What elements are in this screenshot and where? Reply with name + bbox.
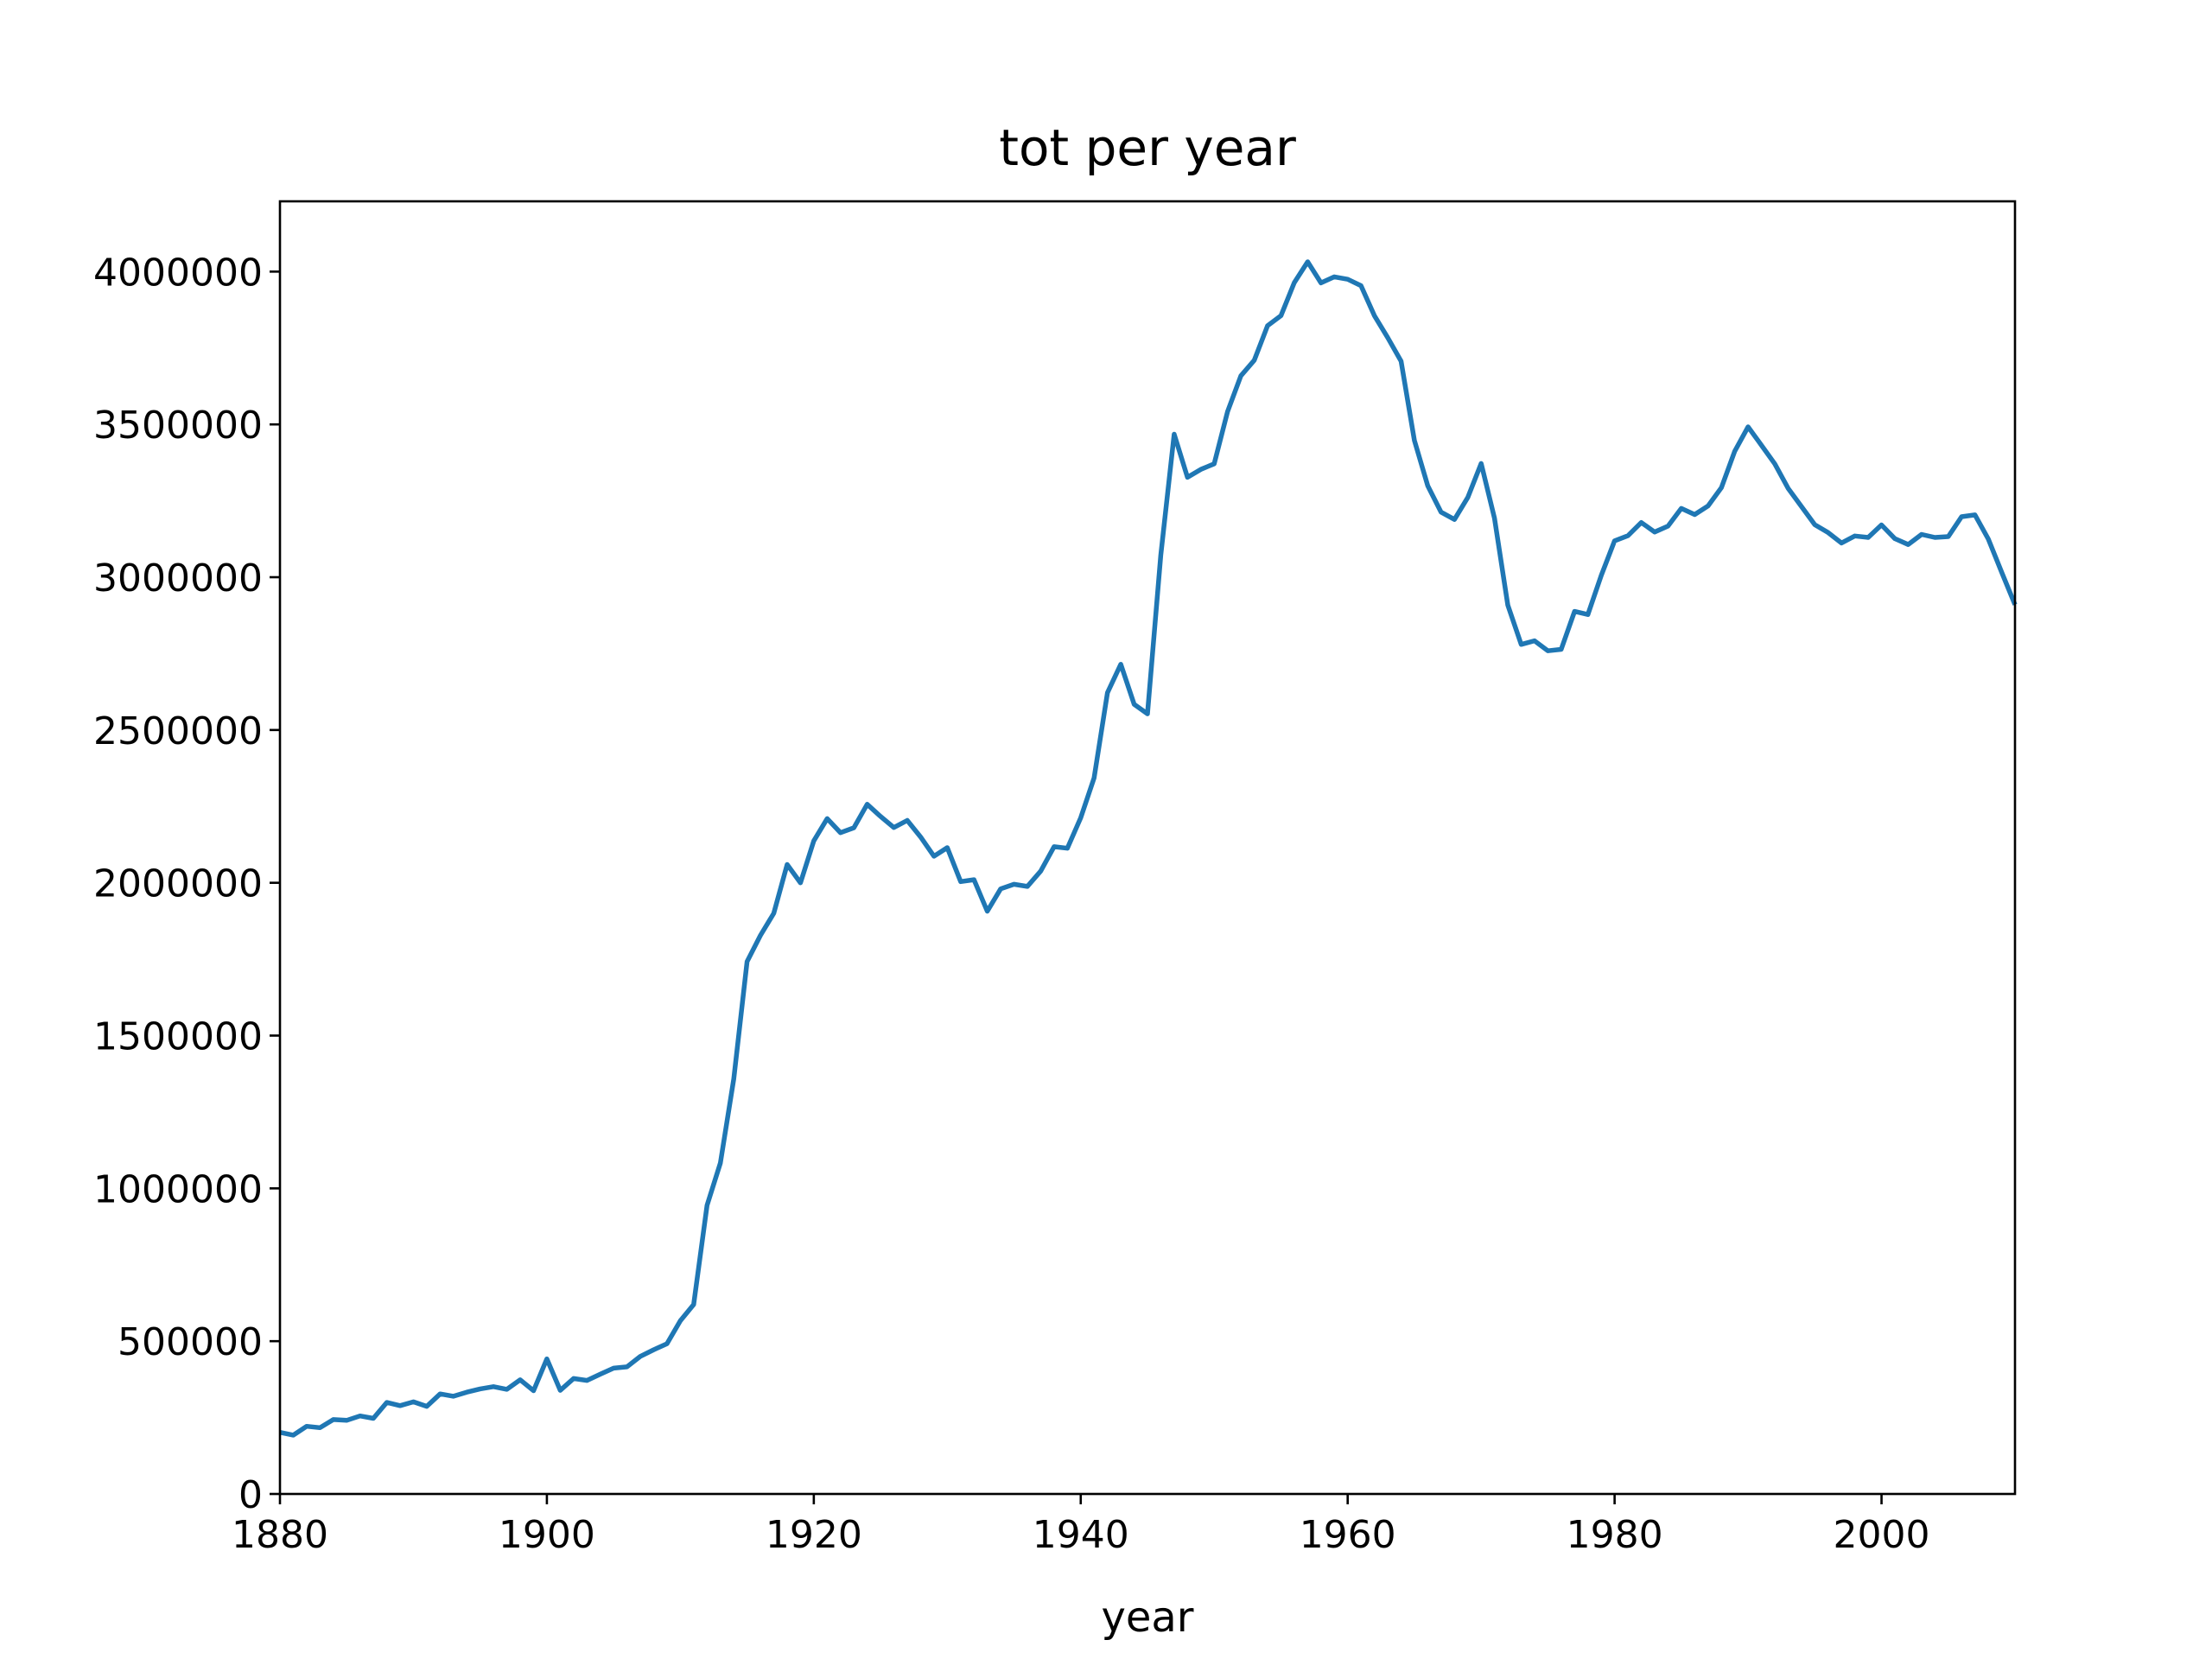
x-tick-label: 1960 (1300, 1513, 1396, 1557)
x-tick-label: 1900 (499, 1513, 595, 1557)
x-tick-label: 1920 (766, 1513, 862, 1557)
x-axis: 1880 1900 1920 1940 1960 1980 2000 (232, 1494, 1930, 1557)
x-tick-label: 2000 (1834, 1513, 1930, 1557)
chart-title: tot per year (999, 118, 1296, 177)
x-axis-label: year (1101, 1593, 1193, 1642)
y-tick-label: 1500000 (93, 1015, 263, 1059)
y-tick-label: 3000000 (93, 556, 263, 601)
y-tick-label: 2500000 (93, 709, 263, 753)
y-axis: 0 500000 1000000 1500000 2000000 2500000 30000… (93, 251, 280, 1517)
axes-frame (278, 200, 2017, 1496)
y-tick-label: 2000000 (93, 862, 263, 906)
y-tick-label: 0 (238, 1473, 263, 1517)
y-tick-label: 1000000 (93, 1167, 263, 1211)
x-tick-label: 1980 (1567, 1513, 1663, 1557)
y-tick-label: 500000 (118, 1320, 263, 1364)
series-line (279, 259, 2018, 1438)
x-tick-label: 1940 (1033, 1513, 1129, 1557)
y-tick-label: 3500000 (93, 404, 263, 448)
y-tick-label: 4000000 (93, 251, 263, 295)
x-tick-label: 1880 (232, 1513, 328, 1557)
plot-area (279, 259, 2018, 1438)
